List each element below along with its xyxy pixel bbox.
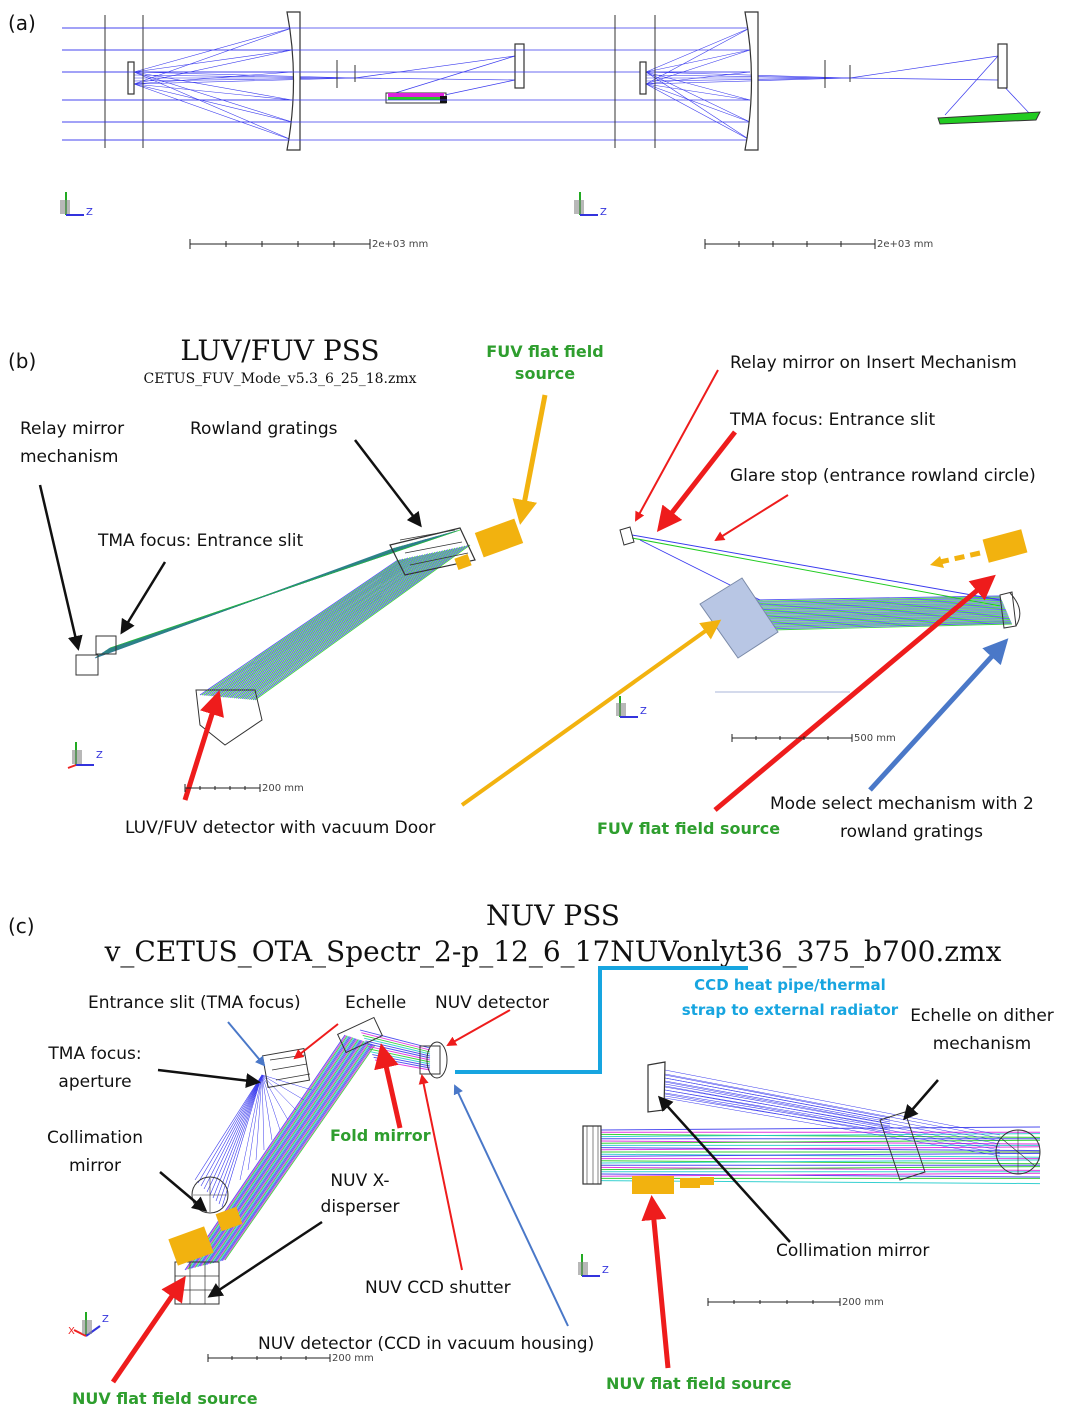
label-ccd-heat-pipe: CCD heat pipe/thermal <box>694 976 886 994</box>
nuv-flat-field-source-right <box>632 1176 674 1194</box>
echelle-element <box>261 1048 311 1088</box>
label-tma-aperture-2: aperture <box>58 1072 131 1092</box>
scale-label: 2e+03 mm <box>877 239 933 250</box>
nuv-flat-field-source-left <box>168 1226 214 1266</box>
axis-triad-b-right: Z <box>616 696 647 718</box>
label-fuv-flat-field-bottom: FUV flat field source <box>597 819 780 838</box>
label-tma-focus: TMA focus: Entrance slit <box>97 531 303 551</box>
label-relay-insert: Relay mirror on Insert Mechanism <box>730 353 1017 373</box>
panel-c-left-rays <box>168 1016 448 1305</box>
label-collimation-mirror: Collimation <box>47 1128 143 1148</box>
relay-mirror <box>514 43 525 89</box>
label-mode-select: Mode select mechanism with 2 <box>770 794 1034 814</box>
panel-b: (b) LUV/FUV PSS CETUS_FUV_Mode_v5.3_6_25… <box>8 334 1036 842</box>
panel-b-arrows <box>38 369 1009 812</box>
axis-triad-b-left: Z <box>67 742 103 769</box>
label-fold-mirror: Fold mirror <box>330 1126 431 1145</box>
panel-a-right-telescope <box>62 11 1041 151</box>
label-entrance-slit: Entrance slit (TMA focus) <box>88 993 301 1013</box>
label-glare-stop: Glare stop (entrance rowland circle) <box>730 466 1036 486</box>
panel-b-right-rays <box>619 526 1028 693</box>
scale-label: 2e+03 mm <box>372 239 428 250</box>
label-nuv-x-disperser: NUV X- <box>330 1171 389 1191</box>
panel-b-tag: (b) <box>8 349 36 373</box>
panel-b-left-rays <box>75 518 524 746</box>
label-nuv-x-disperser-2: disperser <box>321 1197 400 1217</box>
label-fuv-flat-field-top: FUV flat field <box>486 342 603 361</box>
label-echelle: Echelle <box>345 993 406 1013</box>
panel-a: (a) <box>8 11 1041 250</box>
panel-c-title: NUV PSS <box>486 899 620 932</box>
label-echelle-dither-2: mechanism <box>933 1034 1031 1054</box>
panel-a-right-rays <box>62 27 1031 141</box>
axis-triad-c-left: X Z <box>68 1312 109 1337</box>
label-ccd-heat-pipe-2: strap to external radiator <box>682 1001 899 1019</box>
label-nuv-detector-top: NUV detector <box>435 993 549 1013</box>
axis-z-label: Z <box>96 750 103 761</box>
axis-z-label: Z <box>600 207 607 218</box>
label-nuv-flat-field-left: NUV flat field source <box>72 1389 258 1407</box>
axis-z-label: Z <box>602 1265 609 1276</box>
label-mode-select-2: rowland gratings <box>840 822 983 842</box>
label-echelle-dither: Echelle on dither <box>910 1006 1054 1026</box>
nuv-detector-element <box>426 1041 448 1079</box>
echelle-dither <box>879 1111 926 1181</box>
label-relay-mirror: Relay mirror <box>20 419 124 439</box>
label-nuv-ccd-shutter: NUV CCD shutter <box>365 1278 511 1298</box>
panel-c-tag: (c) <box>8 914 35 938</box>
panel-c-arrows <box>110 1009 939 1384</box>
scale-bar-a-left: 2e+03 mm <box>189 239 428 250</box>
mode-select-mechanism <box>699 577 779 659</box>
scale-bar-b-left: 200 mm <box>184 783 304 794</box>
label-fuv-flat-field-top-2: source <box>515 364 575 383</box>
scale-label: 200 mm <box>842 1297 884 1308</box>
label-nuv-detector-bottom: NUV detector (CCD in vacuum housing) <box>258 1334 594 1354</box>
scale-label: 200 mm <box>332 1353 374 1364</box>
panel-b-subtitle: CETUS_FUV_Mode_v5.3_6_25_18.zmx <box>144 371 417 387</box>
panel-a-tag: (a) <box>8 11 36 35</box>
ccd-heat-pipe-line <box>455 966 748 1074</box>
panel-c-right-rays <box>582 1061 1041 1194</box>
axis-triad-a-right: Z <box>574 192 607 218</box>
primary-mirror <box>286 11 301 151</box>
scale-bar-c-left: 200 mm <box>207 1353 374 1364</box>
scale-label: 500 mm <box>854 733 896 744</box>
label-luv-fuv-detector: LUV/FUV detector with vacuum Door <box>125 818 436 838</box>
label-relay-mirror-2: mechanism <box>20 447 118 467</box>
nuv-detector-housing-right <box>582 1125 602 1185</box>
axis-triad-a-left: Z <box>60 192 93 218</box>
luv-fuv-detector <box>195 689 263 746</box>
scale-bar-b-right: 500 mm <box>731 733 896 744</box>
collimation-mirror-left <box>191 1176 229 1214</box>
label-collimation-mirror-2: mirror <box>69 1156 121 1176</box>
label-rowland-gratings: Rowland gratings <box>190 419 338 439</box>
panel-c: (c) NUV PSS v_CETUS_OTA_Spectr_2-p_12_6_… <box>8 899 1054 1407</box>
panel-b-title: LUV/FUV PSS <box>180 334 379 367</box>
label-tma-focus-right: TMA focus: Entrance slit <box>729 410 935 430</box>
scale-label: 200 mm <box>262 783 304 794</box>
axis-x-label: X <box>68 1326 75 1337</box>
fuv-flat-field-source-left <box>474 518 524 558</box>
panel-c-subtitle: v_CETUS_OTA_Spectr_2-p_12_6_17NUVonlyt36… <box>104 935 1002 968</box>
axis-z-label: Z <box>640 706 647 717</box>
label-nuv-flat-field-right: NUV flat field source <box>606 1374 792 1393</box>
fuv-flat-field-source-right <box>982 529 1028 563</box>
label-tma-aperture: TMA focus: <box>47 1044 141 1064</box>
axis-z-label: Z <box>86 207 93 218</box>
label-collimation-mirror-right: Collimation mirror <box>776 1241 929 1261</box>
scale-bar-a-right: 2e+03 mm <box>704 239 933 250</box>
axis-z-label: Z <box>102 1314 109 1325</box>
panel-a-left-telescope <box>62 11 525 151</box>
scale-bar-c-right: 200 mm <box>707 1297 884 1308</box>
secondary-mirror <box>127 61 135 95</box>
axis-triad-c-right: Z <box>578 1254 609 1277</box>
